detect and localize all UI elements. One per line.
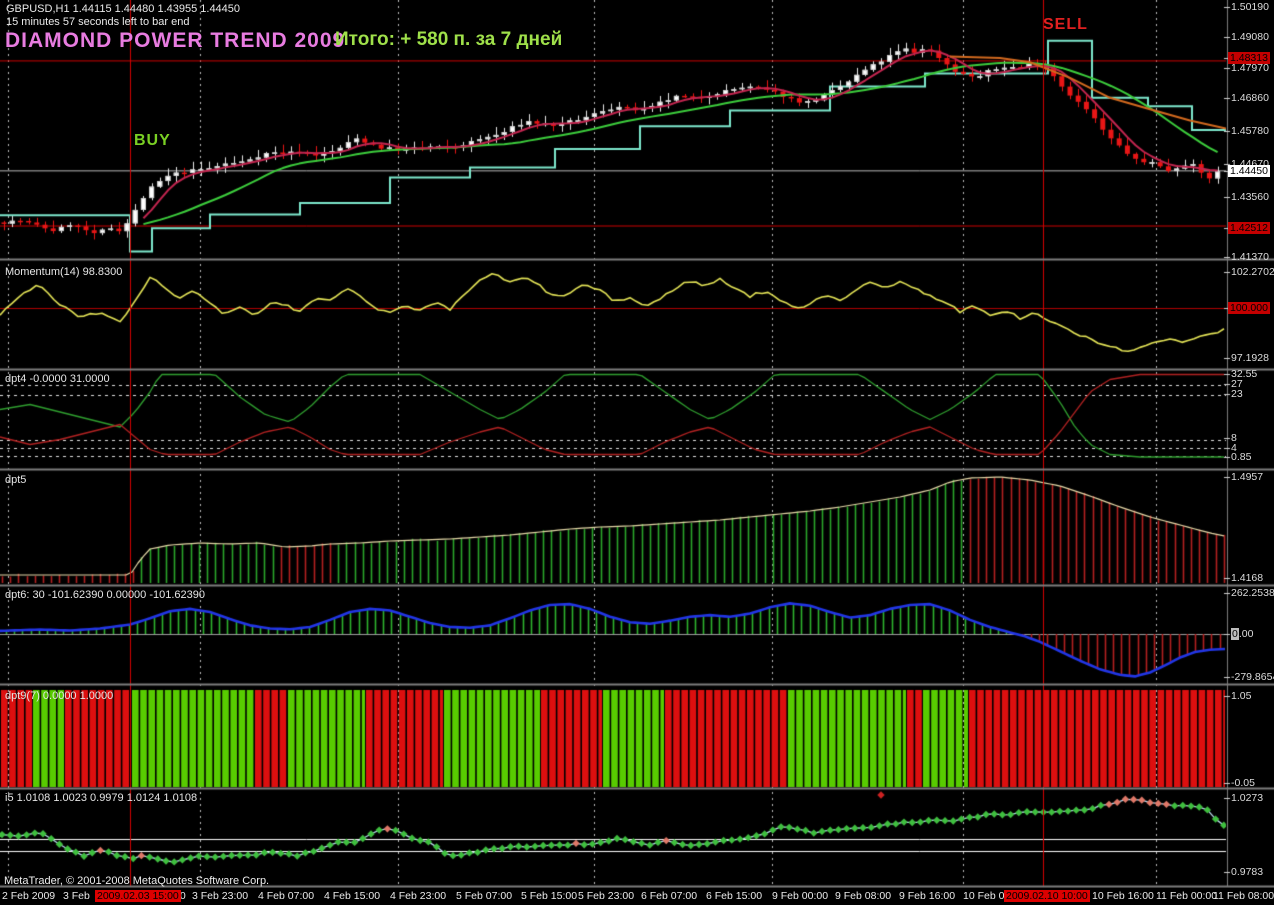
time-label: 4 Feb 23:00 (390, 890, 447, 902)
time-label: 10 Feb 16:00 (1092, 890, 1154, 902)
price-label: 27 (1231, 378, 1243, 390)
time-label: 5 Feb 07:00 (456, 890, 513, 902)
pane-label-dpt9: dpt9(7) 0.0000 1.0000 (5, 690, 114, 702)
copyright-text: MetaTrader, © 2001-2008 MetaQuotes Softw… (4, 875, 270, 887)
price-label: 97.1928 (1231, 352, 1269, 364)
price-label: 1.4168 (1231, 572, 1264, 584)
price-label: 102.2702 (1231, 266, 1274, 278)
time-label: 9 Feb 00:00 (772, 890, 829, 902)
price-label: -0.05 (1231, 777, 1255, 789)
time-label: 4 Feb 15:00 (324, 890, 381, 902)
time-label: 9 Feb 08:00 (835, 890, 892, 902)
price-label: 1.4957 (1231, 471, 1264, 483)
pane-label-momentum: Momentum(14) 98.8300 (5, 266, 123, 278)
price-label: 32.55 (1231, 368, 1258, 380)
price-label: 1.46860 (1231, 92, 1269, 104)
price-label: 262.2538 (1231, 587, 1274, 599)
price-label: 1.41370 (1231, 251, 1269, 263)
price-label: 1.49080 (1231, 31, 1269, 43)
time-label: 6 Feb 15:00 (706, 890, 763, 902)
bar-countdown: 15 minutes 57 seconds left to bar end (6, 16, 190, 28)
time-label: 3 Feb 23:00 (192, 890, 249, 902)
pane-label-dpt4: dpt4 -0.0000 31.0000 (5, 373, 110, 385)
symbol-ohlc-line: GBPUSD,H1 1.44115 1.44480 1.43955 1.4445… (6, 3, 241, 15)
price-label: 1.50190 (1231, 1, 1269, 13)
time-label: 3 Feb (63, 890, 90, 902)
price-label: 0.9783 (1231, 866, 1264, 878)
profit-summary: Итого: + 580 п. за 7 дней (335, 29, 563, 50)
price-label: 1.48313 (1228, 52, 1270, 64)
time-label: 11 Feb 00:00 (1156, 890, 1218, 902)
price-label: 23 (1231, 388, 1243, 400)
price-label: 1.47970 (1231, 62, 1269, 74)
time-label: 9 Feb 16:00 (899, 890, 956, 902)
price-label: -279.8654 (1231, 671, 1274, 683)
buy-signal-label: BUY (134, 132, 171, 149)
price-label: 8 (1231, 432, 1237, 444)
price-label: 1.45780 (1231, 125, 1269, 137)
time-label: 6 Feb 07:00 (641, 890, 698, 902)
price-label: 0.00 (1231, 628, 1254, 640)
time-label: 11 Feb 08:00 (1213, 890, 1274, 902)
price-label: 0.85 (1231, 451, 1252, 463)
indicator-title: DIAMOND POWER TREND 2009 (5, 29, 346, 52)
time-label-highlighted: 2009.02.10 10:00 (1004, 890, 1090, 902)
time-label-highlighted: 2009.02.03 15:00 (95, 890, 181, 902)
price-label: 1.05 (1231, 690, 1252, 702)
price-label: 1.0273 (1231, 792, 1264, 804)
time-label: 5 Feb 15:00 (521, 890, 578, 902)
time-label: 2 Feb 2009 (2, 890, 56, 902)
pane-label-i5: i5 1.0108 1.0023 0.9979 1.0124 1.0108 (5, 792, 198, 804)
price-label: 1.44450 (1228, 165, 1270, 177)
pane-label-dpt5: dpt5 (5, 474, 27, 486)
price-label: 1.43560 (1231, 191, 1269, 203)
sell-signal-label: SELL (1043, 16, 1088, 33)
price-label: 1.42512 (1228, 222, 1270, 234)
time-label: 4 Feb 07:00 (258, 890, 315, 902)
price-label: 4 (1231, 442, 1237, 454)
time-label: 10 Feb 00 (963, 890, 1011, 902)
time-label: 5 Feb 23:00 (578, 890, 635, 902)
pane-label-dpt6: dpt6: 30 -101.62390 0.00000 -101.62390 (5, 589, 206, 601)
price-label: 100.000 (1228, 302, 1270, 314)
